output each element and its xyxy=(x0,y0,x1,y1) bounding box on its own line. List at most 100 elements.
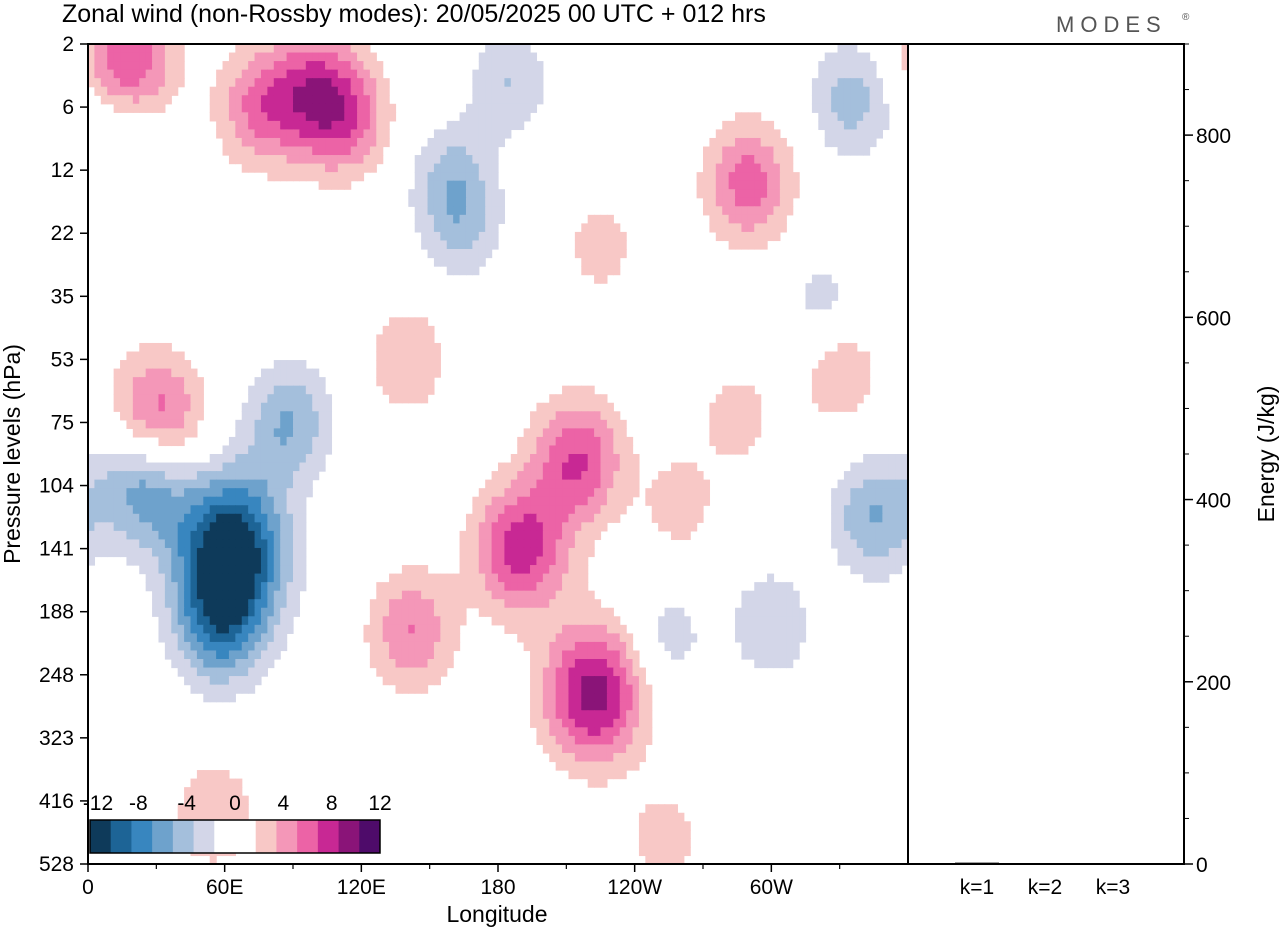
heatmap-cell xyxy=(139,360,147,370)
heatmap-cell xyxy=(241,616,249,626)
heatmap-cell xyxy=(382,590,390,600)
heatmap-cell xyxy=(600,752,608,763)
heatmap-cell xyxy=(472,505,480,515)
heatmap-cell xyxy=(401,573,409,583)
heatmap-cell xyxy=(235,573,243,583)
heatmap-cell xyxy=(120,95,128,105)
heatmap-cell xyxy=(164,488,172,498)
heatmap-cell xyxy=(613,752,621,763)
heatmap-cell xyxy=(305,462,313,472)
heatmap-cell xyxy=(395,385,403,395)
heatmap-cell xyxy=(754,659,762,669)
heatmap-cell xyxy=(523,633,531,643)
heatmap-cell xyxy=(600,735,608,746)
heatmap-cell xyxy=(228,633,236,643)
heatmap-cell xyxy=(222,471,230,481)
heatmap-cell xyxy=(895,522,903,532)
heatmap-cell xyxy=(875,522,883,532)
heatmap-cell xyxy=(248,394,256,404)
heatmap-cell xyxy=(562,659,570,669)
heatmap-cell xyxy=(594,633,602,643)
heatmap-cell xyxy=(600,616,608,626)
heatmap-cell xyxy=(440,599,448,609)
heatmap-cell xyxy=(895,539,903,549)
heatmap-cell xyxy=(677,624,685,634)
heatmap-cell xyxy=(600,471,608,481)
heatmap-cell xyxy=(408,197,416,207)
heatmap-cell xyxy=(549,752,557,763)
heatmap-cell xyxy=(299,488,307,498)
heatmap-cell xyxy=(414,607,422,617)
heatmap-cell xyxy=(171,539,179,549)
heatmap-cell xyxy=(542,436,550,447)
heatmap-cell xyxy=(132,522,140,532)
heatmap-cell xyxy=(741,633,749,643)
heatmap-cell xyxy=(722,445,730,455)
heatmap-cell xyxy=(568,701,576,711)
heatmap-cell xyxy=(485,137,493,148)
heatmap-cell xyxy=(433,257,441,267)
heatmap-cell xyxy=(530,505,538,515)
heatmap-cell xyxy=(286,120,294,131)
heatmap-cell xyxy=(190,607,198,617)
heatmap-cell xyxy=(491,607,499,617)
heatmap-cell xyxy=(811,78,819,88)
heatmap-cell xyxy=(549,479,557,489)
heatmap-cell xyxy=(286,624,294,634)
colorbar-swatch xyxy=(338,820,360,853)
heatmap-cell xyxy=(869,471,877,481)
heatmap-cell xyxy=(260,530,268,541)
heatmap-cell xyxy=(421,641,429,652)
heatmap-cell xyxy=(491,530,499,541)
heatmap-cell xyxy=(510,530,518,541)
heatmap-cell xyxy=(280,86,288,96)
heatmap-cell xyxy=(273,641,281,652)
heatmap-cell xyxy=(280,172,288,182)
heatmap-cell xyxy=(376,137,384,148)
heatmap-cell xyxy=(293,137,301,148)
heatmap-cell xyxy=(850,565,858,575)
heatmap-cell xyxy=(171,565,179,575)
heatmap-cell xyxy=(574,249,582,259)
heatmap-cell xyxy=(587,752,595,763)
heatmap-cell xyxy=(587,710,595,720)
heatmap-cell xyxy=(280,633,288,643)
heatmap-cell xyxy=(728,155,736,165)
heatmap-cell xyxy=(196,471,204,481)
heatmap-cell xyxy=(228,462,236,472)
heatmap-cell xyxy=(677,846,685,857)
heatmap-cell xyxy=(158,402,166,412)
heatmap-cell xyxy=(299,428,307,438)
heatmap-cell xyxy=(715,428,723,438)
heatmap-cell xyxy=(357,172,365,182)
heatmap-cell xyxy=(465,146,473,156)
heatmap-cell xyxy=(190,804,198,814)
heatmap-cell xyxy=(369,624,377,634)
heatmap-cell xyxy=(530,78,538,88)
heatmap-cell xyxy=(606,701,614,711)
heatmap-cell xyxy=(517,462,525,472)
heatmap-cell xyxy=(350,103,358,113)
heatmap-cell xyxy=(843,402,851,412)
heatmap-cell xyxy=(594,257,602,267)
heatmap-cell xyxy=(574,240,582,250)
heatmap-cell xyxy=(606,471,614,481)
heatmap-cell xyxy=(472,582,480,592)
heatmap-cell xyxy=(856,146,864,156)
heatmap-cell xyxy=(510,565,518,575)
heatmap-cell xyxy=(305,112,313,122)
heatmap-cell xyxy=(382,667,390,677)
heatmap-cell xyxy=(536,479,544,489)
heatmap-cell xyxy=(414,206,422,216)
heatmap-cell xyxy=(395,633,403,643)
heatmap-cell xyxy=(196,659,204,669)
heatmap-cell xyxy=(459,197,467,207)
heatmap-cell xyxy=(536,599,544,609)
heatmap-cell xyxy=(677,616,685,626)
heatmap-cell xyxy=(555,659,563,669)
heatmap-cell xyxy=(856,129,864,139)
heatmap-cell xyxy=(209,565,217,575)
heatmap-cell xyxy=(837,539,845,549)
heatmap-cell xyxy=(850,146,858,156)
heatmap-cell xyxy=(94,513,102,523)
